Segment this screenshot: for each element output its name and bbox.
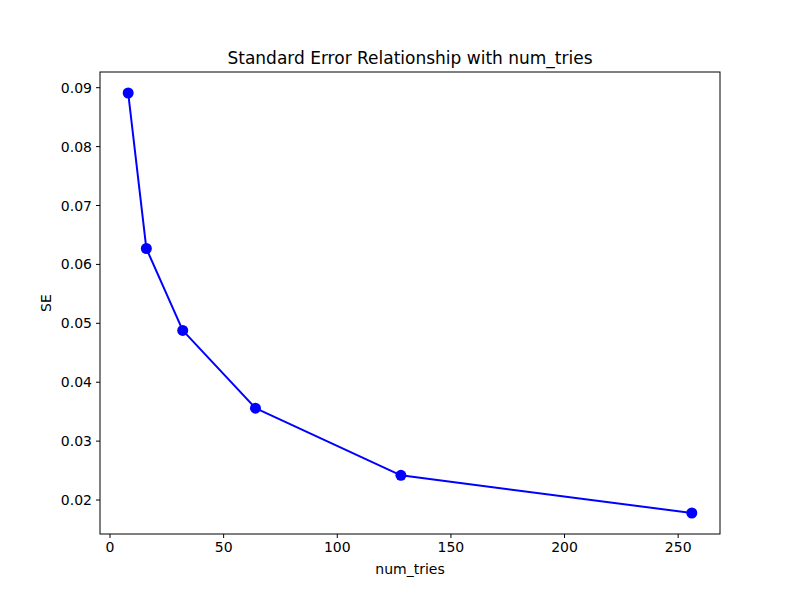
y-tick-label: 0.04 [61,374,92,390]
x-tick-label: 150 [438,539,465,555]
y-tick-label: 0.08 [61,139,92,155]
y-tick-label: 0.09 [61,80,92,96]
line-chart: 0 50 100 150 200 250 0.02 0.03 0.04 0.05 0.06 0.07 0… [0,0,800,600]
axes-spines [100,72,720,534]
data-point [250,403,261,414]
y-axis-label: SE [38,294,54,312]
figure: 0 50 100 150 200 250 0.02 0.03 0.04 0.05 0.06 0.07 0… [0,0,800,600]
data-point [141,243,152,254]
x-tick-label: 0 [106,539,115,555]
plot-area: 0 50 100 150 200 250 0.02 0.03 0.04 0.05 0.06 0.07 0… [61,72,720,555]
y-tick-label: 0.03 [61,433,92,449]
x-axis-label: num_tries [375,561,444,577]
data-point [123,88,134,99]
x-tick-label: 100 [324,539,351,555]
data-point [395,470,406,481]
data-point [686,508,697,519]
y-tick-label: 0.07 [61,198,92,214]
data-point [177,325,188,336]
y-tick-label: 0.06 [61,256,92,272]
x-tick-label: 250 [665,539,692,555]
y-tick-label: 0.05 [61,315,92,331]
x-tick-label: 50 [215,539,233,555]
chart-title: Standard Error Relationship with num_tri… [227,48,592,69]
y-tick-label: 0.02 [61,492,92,508]
x-tick-label: 200 [551,539,578,555]
